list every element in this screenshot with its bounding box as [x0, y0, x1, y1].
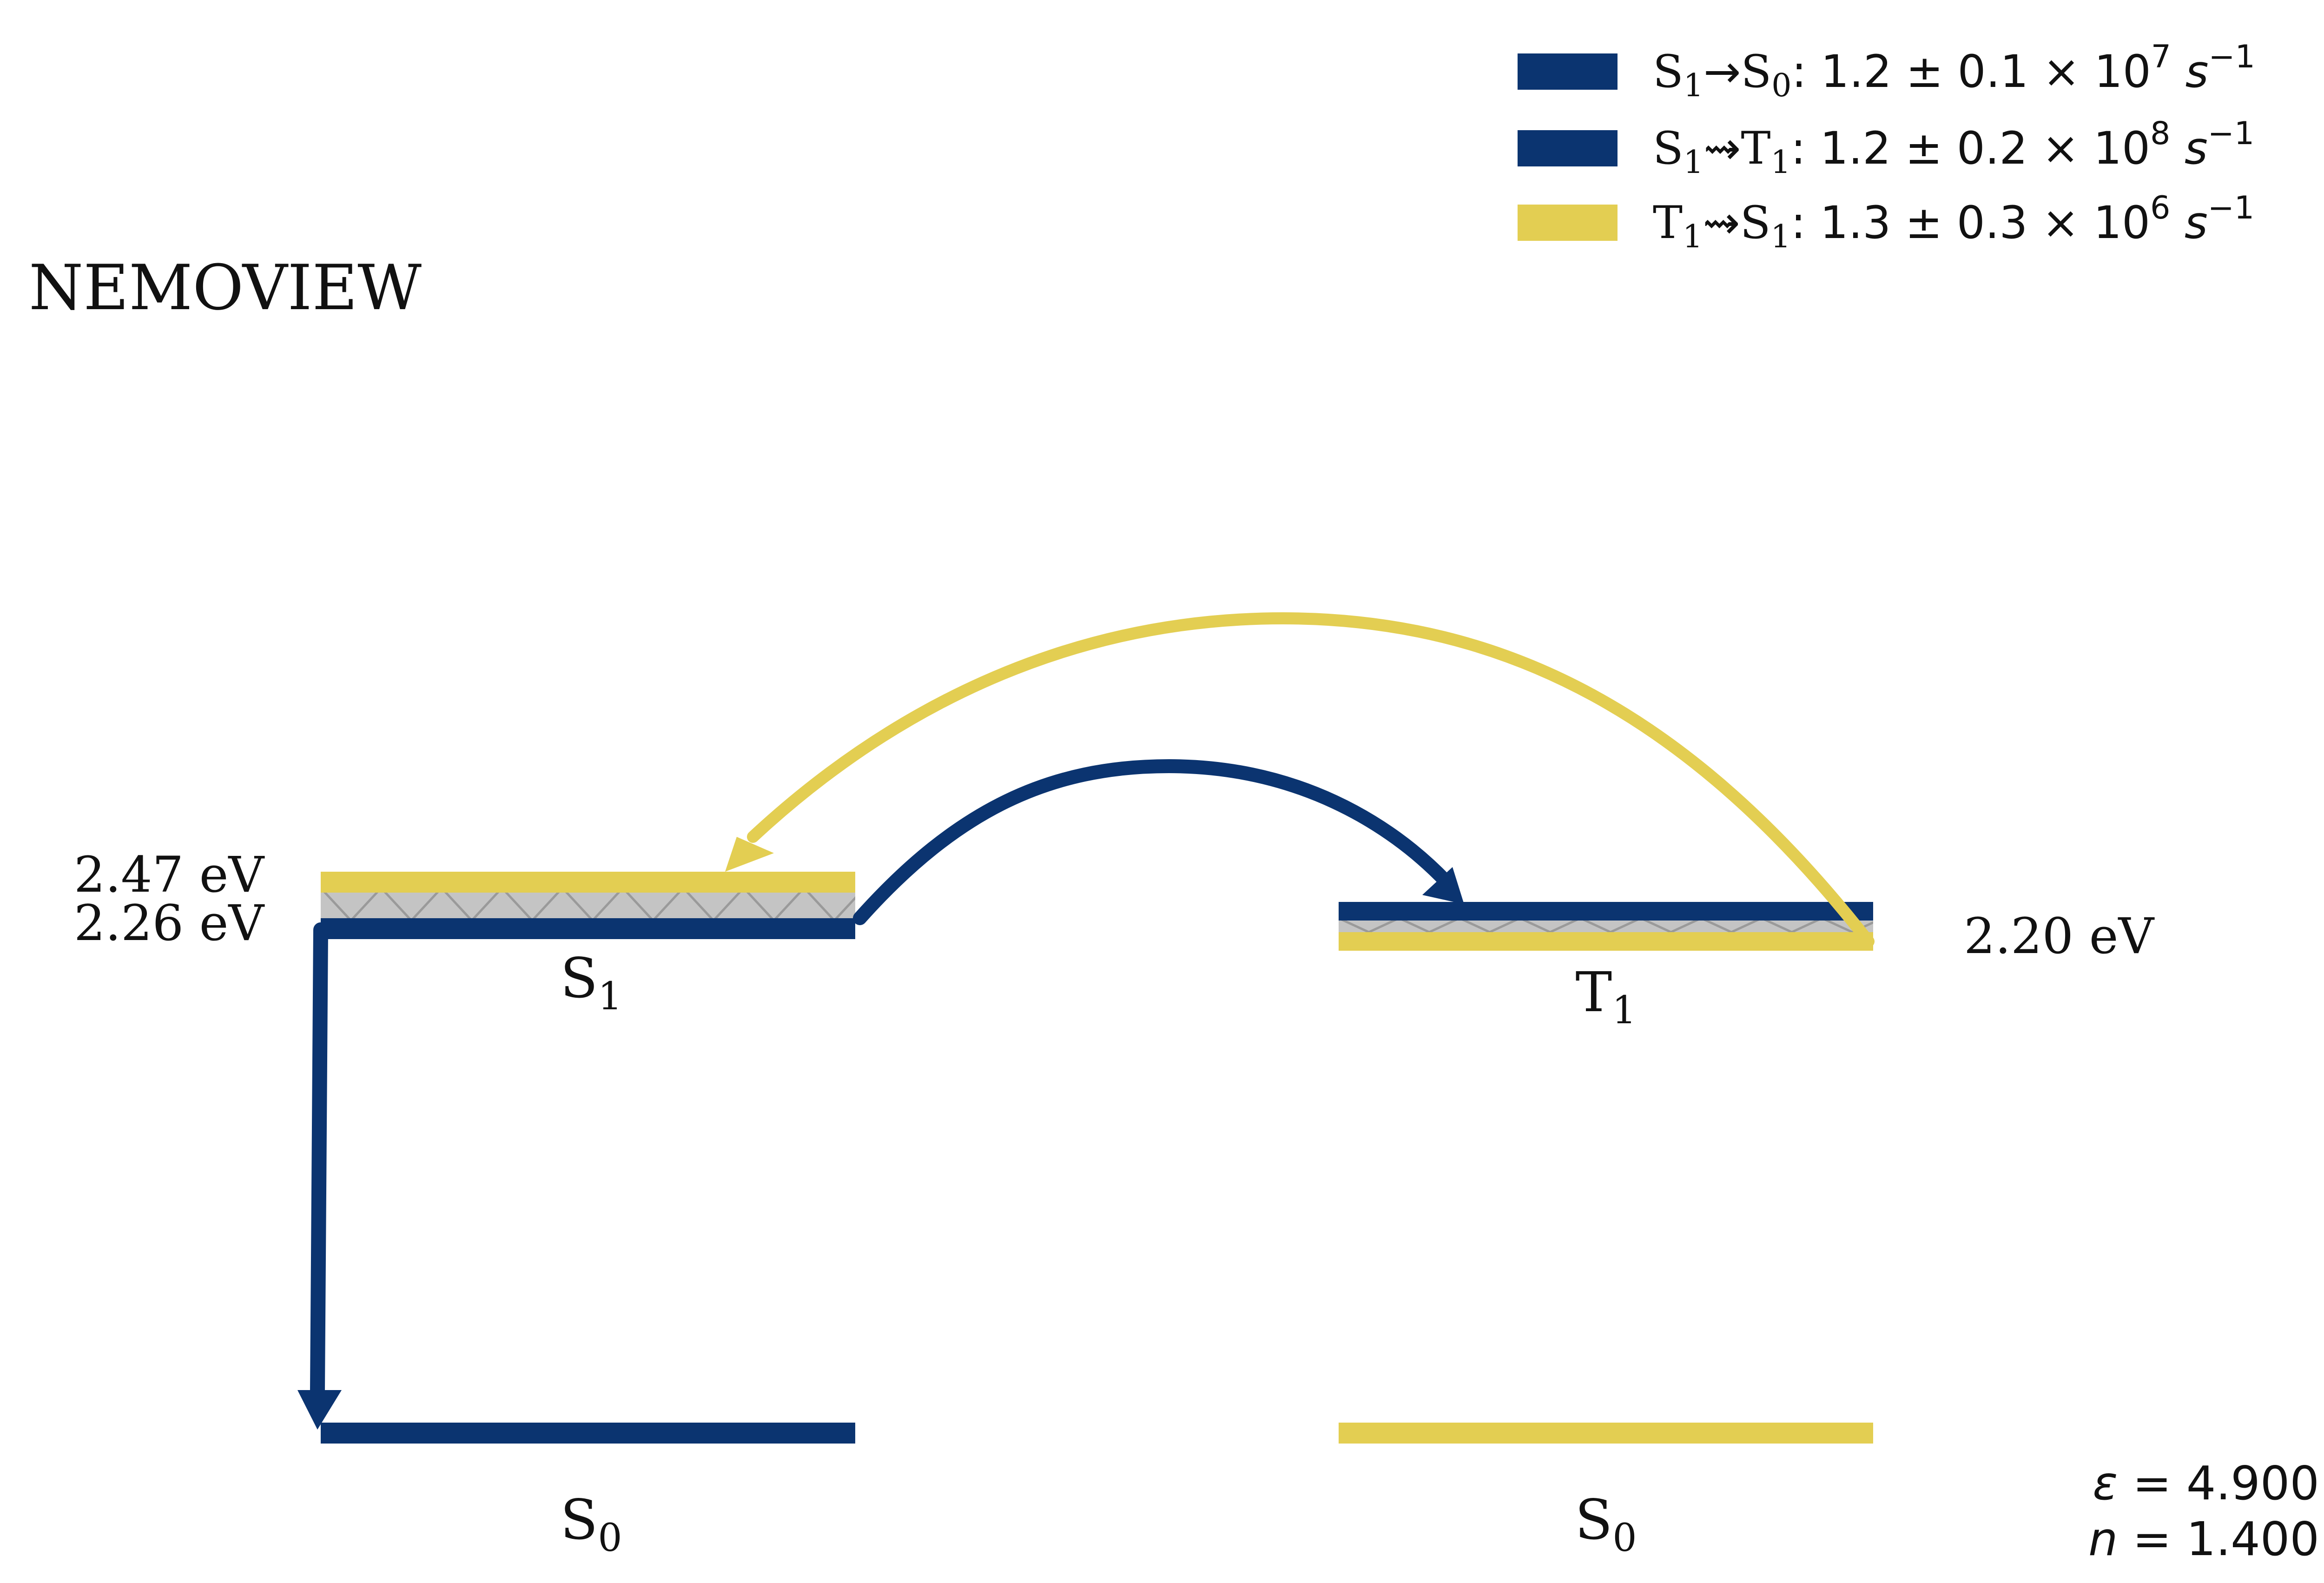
arrowhead-s1-to-s0 [297, 1390, 342, 1430]
s0-left-label: S0 [560, 1488, 622, 1560]
t1-lower-bar [1339, 932, 1873, 951]
legend-entry-s1-t1: S1⇝T1: 1.2 ± 0.2 × 108 s−1 [1653, 115, 2254, 181]
s1-label: S1 [560, 946, 622, 1019]
s1-upper-bar [321, 872, 855, 893]
legend-entry-t1-s1: T1⇝S1: 1.3 ± 0.3 × 106 s−1 [1653, 190, 2254, 255]
t1-upper-bar [1339, 902, 1873, 921]
epsilon-parameter: ε = 4.900 [2093, 1456, 2319, 1510]
arrowhead-t1-to-s1 [725, 837, 774, 872]
s0-left-bar [321, 1423, 855, 1444]
arrow-t1-to-s1 [747, 612, 1875, 947]
s1-level [321, 872, 855, 939]
page-title: NEMOVIEW [29, 252, 422, 324]
arrow-s1-to-t1 [853, 759, 1452, 925]
legend-swatch-s1-t1 [1518, 130, 1618, 166]
s0-right-bar [1339, 1423, 1873, 1444]
t1-energy: 2.20 eV [1964, 907, 2155, 965]
arrowhead-s1-to-t1 [1422, 867, 1464, 904]
legend-entry-s1-s0: S1→S0: 1.2 ± 0.1 × 107 s−1 [1653, 39, 2255, 104]
s1-energy-lower: 2.26 eV [74, 894, 265, 952]
s1-gap-hatch [321, 888, 855, 921]
t1-label: T1 [1576, 960, 1637, 1033]
legend-swatch-t1-s1 [1518, 205, 1618, 241]
s1-lower-bar [321, 918, 855, 939]
legend: S1→S0: 1.2 ± 0.1 × 107 s−1 S1⇝T1: 1.2 ± … [1518, 39, 2255, 255]
s0-right-label: S0 [1575, 1488, 1637, 1560]
legend-swatch-s1-s0 [1518, 53, 1618, 90]
t1-level [1339, 902, 1873, 951]
arrow-s1-to-s0 [310, 922, 328, 1398]
refractive-index-parameter: n = 1.400 [2088, 1512, 2319, 1566]
s1-energy-upper: 2.47 eV [74, 846, 265, 903]
